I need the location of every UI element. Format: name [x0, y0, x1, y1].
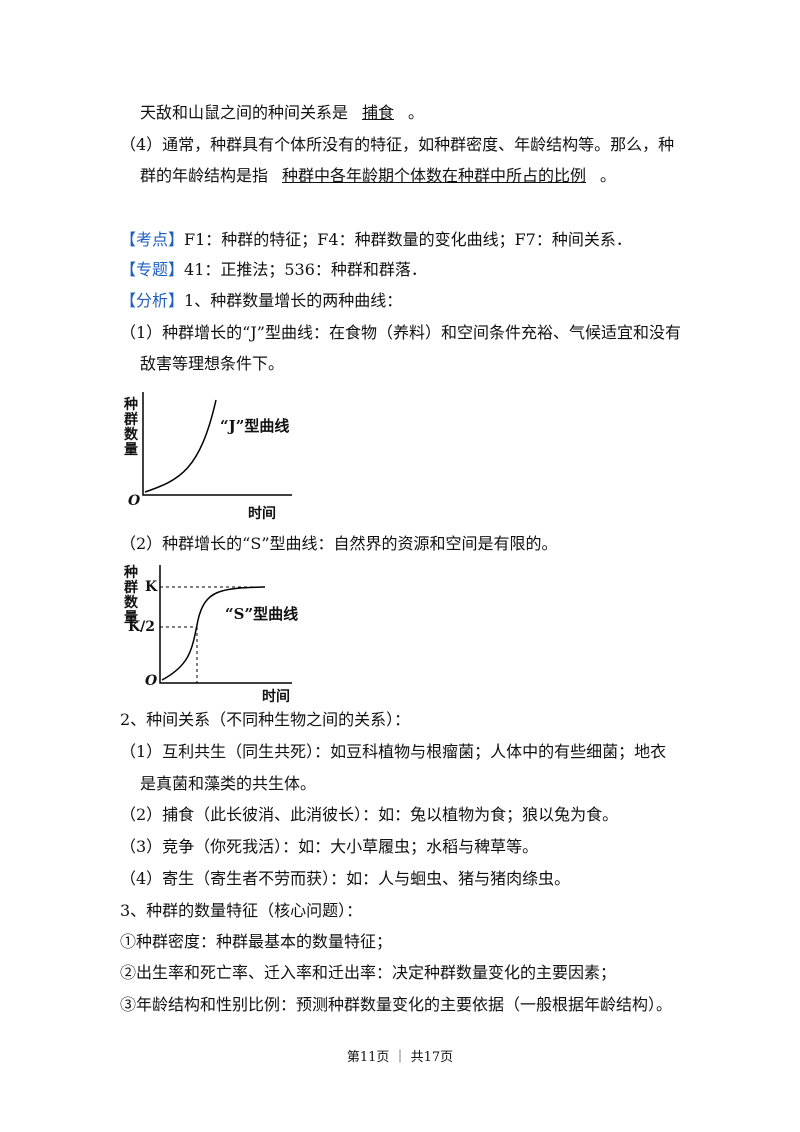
text-line: （1）种群增长的“J”型曲线：在食物（养料）和空间条件充裕、气候适宜和没有: [120, 323, 681, 342]
text-line: 敌害等理想条件下。: [140, 354, 285, 373]
text: 群的年龄结构是指: [140, 166, 269, 185]
answer-blank: 捕食: [362, 103, 395, 122]
text-line: （4）通常，种群具有个体所没有的特征，如种群密度、年龄结构等。那么，种: [120, 135, 675, 154]
text-line: （4）寄生（寄生者不劳而获）：如：人与蛔虫、猪与猪肉绦虫。: [120, 869, 571, 888]
axes-j: [142, 392, 292, 496]
fenxi: 【分析】1、种群数量增长的两种曲线：: [120, 291, 402, 311]
answer-blank: 种群中各年龄期个体数在种群中所占的比例: [282, 166, 587, 185]
x-label: 时间: [262, 689, 290, 705]
y-label: 种群数量: [124, 565, 138, 626]
k-label: K: [145, 579, 158, 595]
text-line: （2）捕食（此长彼消、此消彼长）：如：兔以植物为食；狼以兔为食。: [120, 805, 619, 824]
text-line: 3、种群的数量特征（核心问题）：: [120, 901, 363, 920]
text-line: （1）互利共生（同生共死）：如豆科植物与根瘤菌；人体中的有些细菌；地衣: [120, 742, 667, 761]
label: 【分析】: [120, 291, 185, 310]
curve-label: “S”型曲线: [225, 605, 299, 623]
text: 41：正推法；536：种群和群落．: [184, 260, 427, 279]
k-half-label: K/2: [128, 619, 156, 635]
origin: O: [145, 673, 158, 689]
text-line: ②出生率和死亡率、迁入率和迁出率：决定种群数量变化的主要因素；: [120, 963, 617, 982]
y-label: 种群数量: [124, 397, 138, 458]
x-label: 时间: [248, 506, 276, 522]
label: 【考点】: [120, 230, 185, 249]
text-line: 是真菌和藻类的共生体。: [140, 774, 317, 793]
answer-line: 天敌和山鼠之间的种间关系是 捕食。: [140, 103, 424, 123]
text-line: ①种群密度：种群最基本的数量特征；: [120, 932, 393, 951]
text-line: ③年龄结构和性别比例：预测种群数量变化的主要依据（一般根据年龄结构）。: [120, 995, 673, 1014]
s-curve: [161, 586, 266, 681]
text-line: 2、种间关系（不同种生物之间的关系）：: [120, 710, 411, 729]
answer-line: 群的年龄结构是指 种群中各年龄期个体数在种群中所占的比例。: [140, 166, 616, 186]
kaodian: 【考点】F1：种群的特征；F4：种群数量的变化曲线；F7：种间关系．: [120, 230, 632, 250]
axes-s: [159, 565, 292, 684]
text: 。: [600, 166, 617, 185]
page-footer: 第11页 ｜ 共17页: [346, 1050, 454, 1065]
text-line: （3）竞争（你死我活）：如：大小草履虫；水稻与稗草等。: [120, 837, 539, 856]
text: 1、种群数量增长的两种曲线：: [184, 291, 403, 310]
text: 。: [408, 103, 425, 122]
text: 天敌和山鼠之间的种间关系是: [140, 103, 349, 122]
text-line: （2）种群增长的“S”型曲线：自然界的资源和空间是有限的。: [120, 534, 558, 553]
curve-label: “J”型曲线: [220, 417, 290, 435]
origin: O: [128, 493, 141, 509]
j-curve: [144, 399, 217, 493]
text: F1：种群的特征；F4：种群数量的变化曲线；F7：种间关系．: [184, 230, 632, 249]
label: 【专题】: [120, 260, 185, 279]
zhuanti: 【专题】41：正推法；536：种群和群落．: [120, 260, 427, 280]
